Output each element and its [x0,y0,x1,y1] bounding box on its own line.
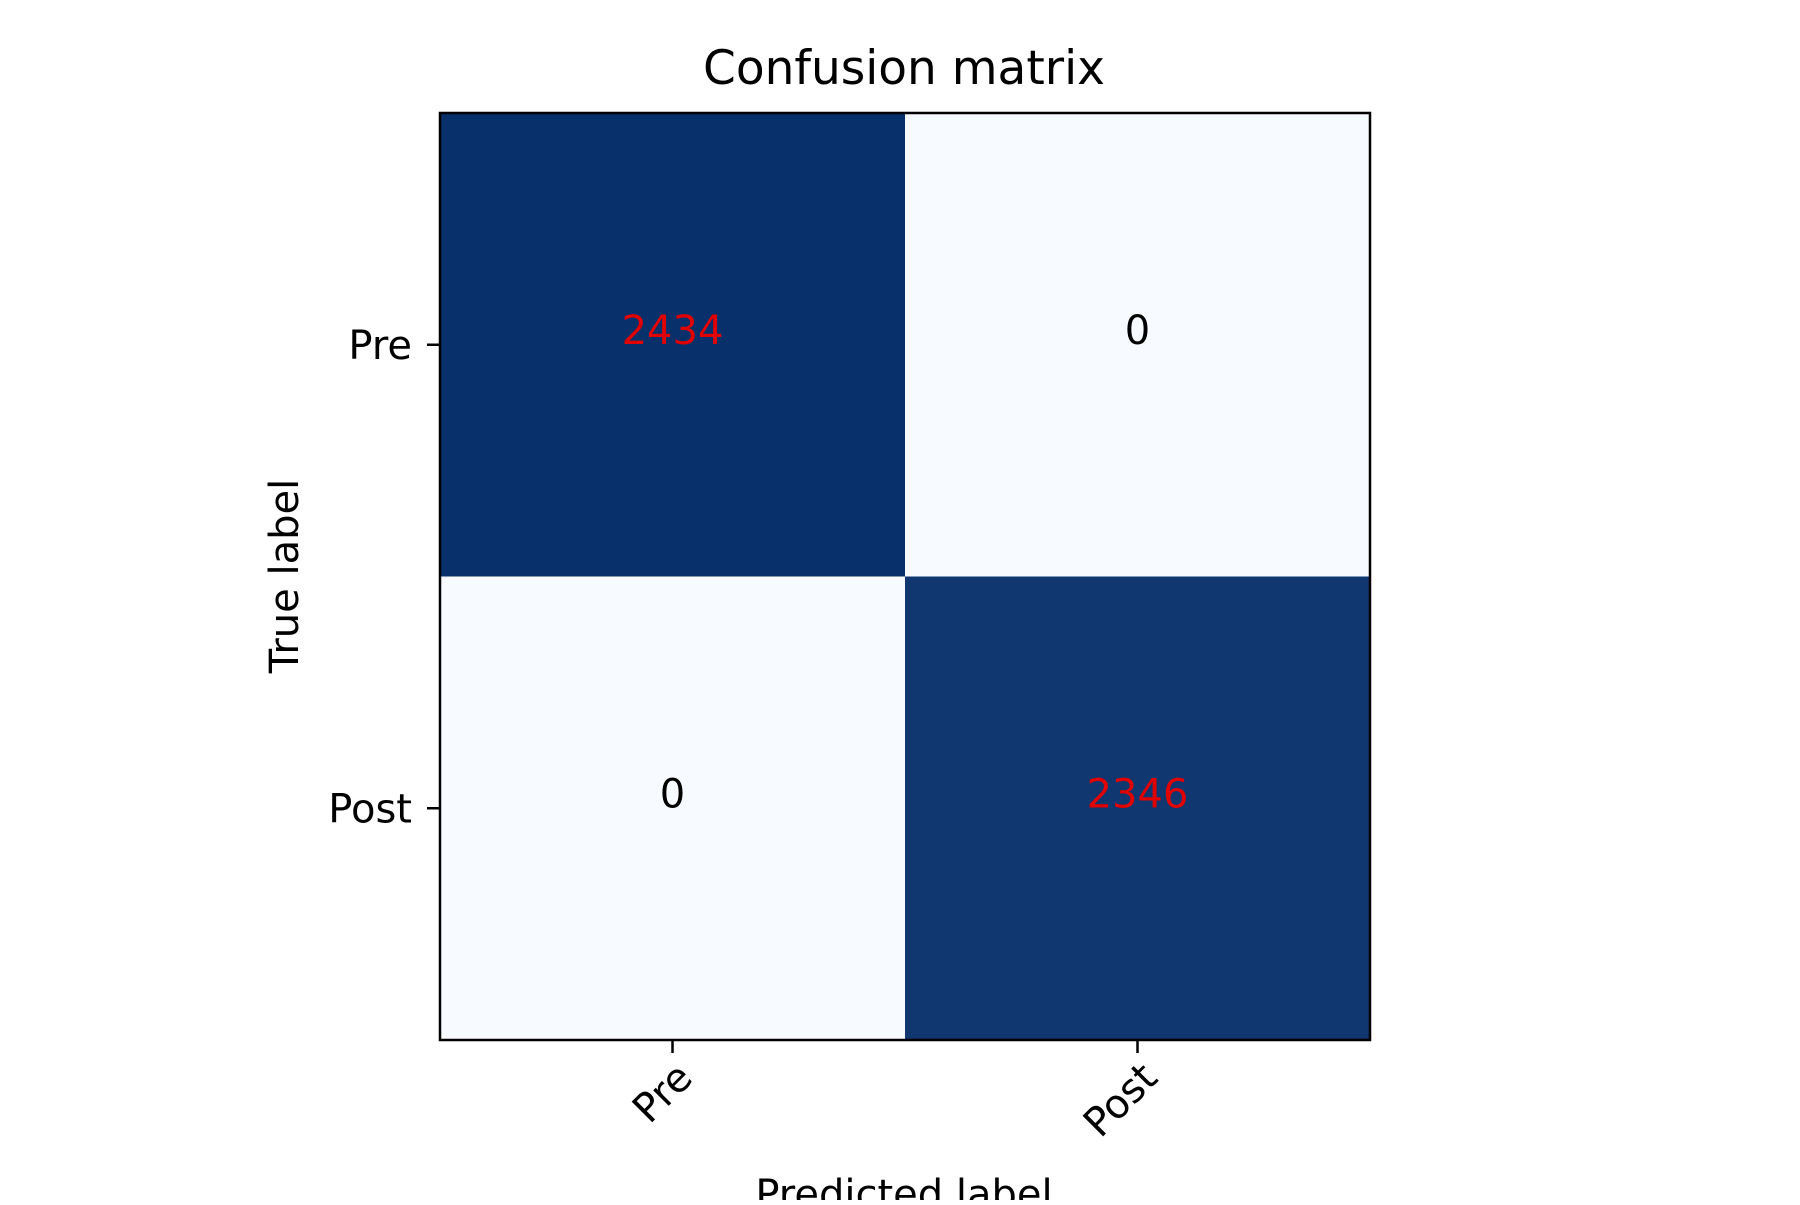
cell-value-label: 2346 [1087,771,1189,817]
y-tick-label: Pre [348,323,412,369]
heatmap-cell-pre-post [905,113,1371,577]
cell-value-label: 2434 [622,308,724,354]
cell-value-label: 0 [1125,308,1150,354]
axes-frame [438,111,1372,1042]
cell-value-labels: 2434 0 0 2346 [622,308,1189,818]
chart-title: Confusion matrix [703,41,1105,96]
heatmap-cell-post-post [905,576,1371,1041]
cell-value-label: 0 [660,771,685,817]
y-tick-label: Post [328,786,412,832]
x-axis-label: Predicted label [755,1172,1052,1200]
y-axis-label: True label [262,479,308,674]
y-axis-ticks: Pre Post [328,323,440,832]
heatmap-cells [440,113,1371,1041]
heatmap-cell-pre-pre [440,113,906,577]
heatmap-cell-post-pre [440,576,906,1041]
